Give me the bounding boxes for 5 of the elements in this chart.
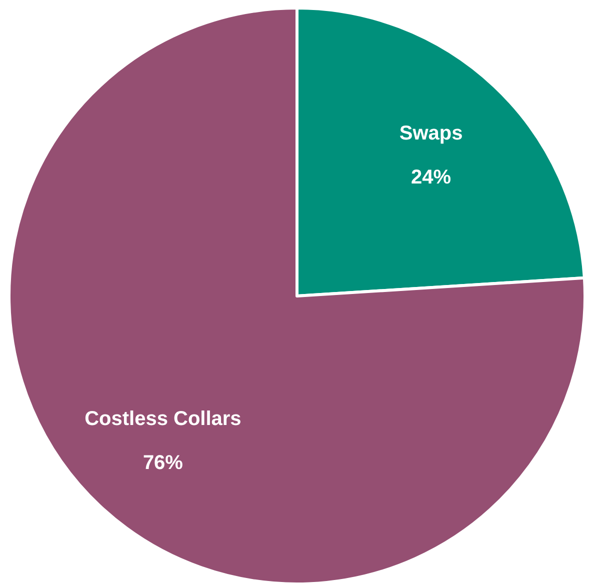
data-label: 76% <box>142 452 184 474</box>
pie-slice <box>8 6 586 584</box>
data-label: 24% <box>411 166 452 188</box>
slice-label: Costless Collars <box>84 408 242 430</box>
slice-label: Swaps <box>399 122 463 144</box>
